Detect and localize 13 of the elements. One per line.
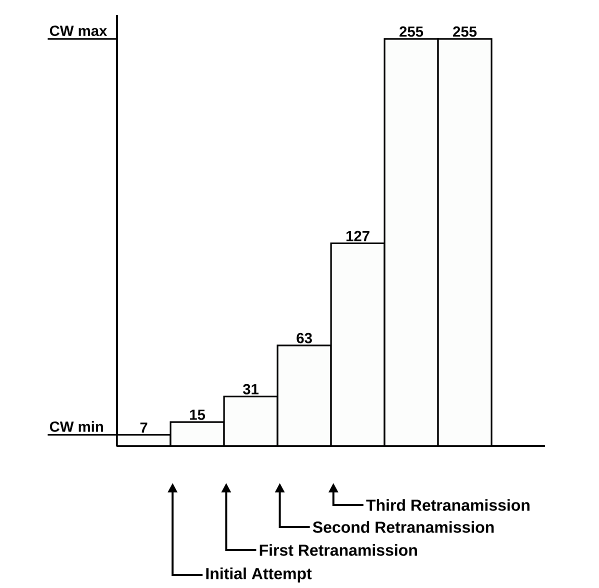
data-label: 127 bbox=[346, 230, 370, 242]
text: Initial Attempt bbox=[206, 568, 312, 582]
text: Third Retranamission bbox=[366, 499, 530, 511]
ref-line-label: CW max bbox=[50, 26, 108, 36]
data-label: 63 bbox=[296, 332, 312, 344]
data-label: 7 bbox=[140, 422, 148, 433]
data-label: 15 bbox=[190, 410, 206, 420]
data-label: 31 bbox=[242, 384, 259, 394]
ref-line-label: CW min bbox=[50, 421, 103, 432]
text: First Retranamission bbox=[260, 544, 417, 556]
data-label: 255 bbox=[400, 26, 424, 37]
data-label: 255 bbox=[453, 26, 477, 37]
text: Second Retranamission bbox=[312, 521, 494, 533]
